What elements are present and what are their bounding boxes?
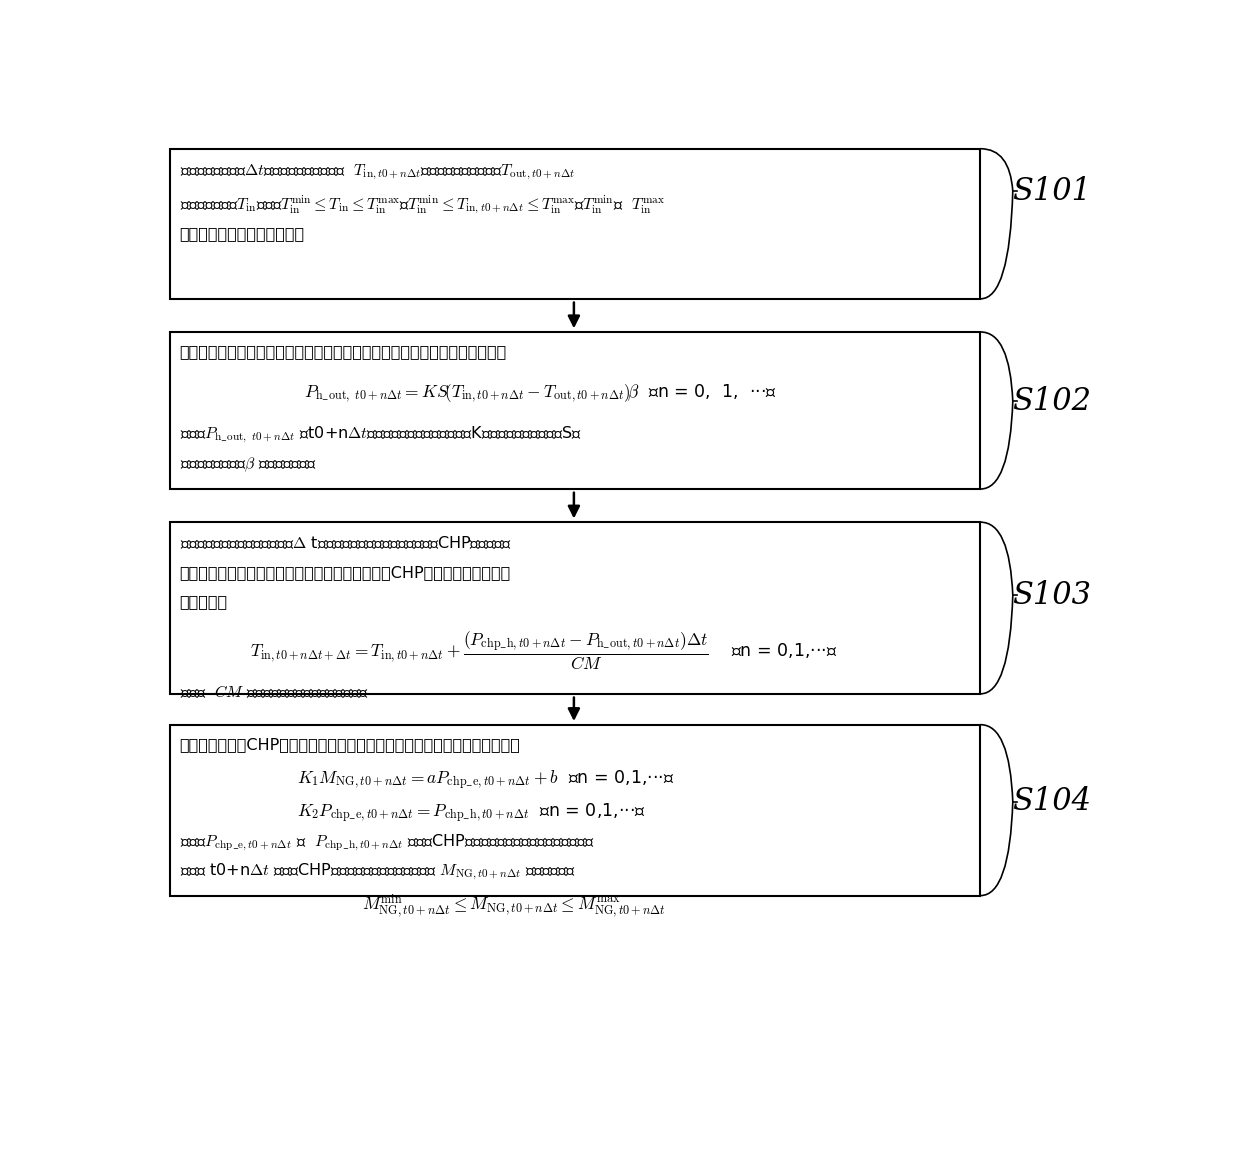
Text: 分别为舒适温度的下限和上限: 分别为舒适温度的下限和上限 (180, 226, 305, 241)
Bar (170, 522, 981, 694)
Text: ，设定舒适温度$T_{\mathrm{in}}$，其中$T_{\mathrm{in}}^{\mathrm{min}}\leq T_{\mathrm{in}}\l: ，设定舒适温度$T_{\mathrm{in}}$，其中$T_{\mathrm{i… (180, 194, 665, 216)
Text: 根据建筑物室内温度和建筑物室外温度，求解建筑物热耗散功率，公式如下：: 根据建筑物室内温度和建筑物室外温度，求解建筑物热耗散功率，公式如下： (180, 344, 507, 360)
Text: $T_{\mathrm{in},t0+n\Delta t+\Delta t}=T_{\mathrm{in},t0+n\Delta t}+\dfrac{(P_{\: $T_{\mathrm{in},t0+n\Delta t+\Delta t}=T… (250, 630, 838, 672)
Text: 根据固定热电比CHP机组消耗的天然气与产生的电功率以及热功率的关系式：: 根据固定热电比CHP机组消耗的天然气与产生的电功率以及热功率的关系式： (180, 737, 521, 752)
Bar (170, 149, 981, 298)
Text: S101: S101 (1012, 175, 1091, 207)
Text: 设定调度时间间隔$\Delta t$，设定建筑物室内温度  $T_{\mathrm{in},t0+n\Delta t}$，设定建筑物室外温度$T_{\mathr: 设定调度时间间隔$\Delta t$，设定建筑物室内温度 $T_{\mathrm… (180, 162, 575, 182)
Bar (170, 725, 981, 895)
Text: $P_{\mathrm{h\_out},\ t0+n\Delta t}=KS\!\left(T_{\mathrm{in},t0+n\Delta t}-T_{\m: $P_{\mathrm{h\_out},\ t0+n\Delta t}=KS\!… (304, 382, 777, 404)
Text: 式中，$P_{\mathrm{h\_out},\ t0+n\Delta t}$ 为t0+n$\Delta t$时刻下的建筑物热耗散功率，K为围栏结构传热系数，S: 式中，$P_{\mathrm{h\_out},\ t0+n\Delta t}$ … (180, 424, 582, 444)
Bar (170, 333, 981, 489)
Text: 式中，  $CM$ 为等效的建筑物比热容与质量乘积: 式中， $CM$ 为等效的建筑物比热容与质量乘积 (180, 684, 368, 700)
Text: 围栏结构的面积，$\beta$ 为耗散修正系数: 围栏结构的面积，$\beta$ 为耗散修正系数 (180, 455, 316, 474)
Text: $K_2P_{\mathrm{chp\_e},t0+n\Delta t}=P_{\mathrm{chp\_h},t0+n\Delta t}$  （n = 0,1: $K_2P_{\mathrm{chp\_e},t0+n\Delta t}=P_{… (296, 801, 646, 825)
Text: 式中，$P_{\mathrm{chp\_e},t0+n\Delta t}$ 和  $P_{\mathrm{chp\_h},t0+n\Delta t}$ 分别为C: 式中，$P_{\mathrm{chp\_e},t0+n\Delta t}$ 和 … (180, 832, 594, 853)
Text: 得出在 t0+n$\Delta t$ 时刻的CHP机组天然气消耗量的质量流速 $M_{\mathrm{NG},t0+n\Delta t}$ 的范围如下：: 得出在 t0+n$\Delta t$ 时刻的CHP机组天然气消耗量的质量流速 $… (180, 861, 575, 882)
Text: 公式如下：: 公式如下： (180, 595, 228, 610)
Text: S103: S103 (1012, 579, 1091, 611)
Text: $M_{\mathrm{NG},t0+n\Delta t}^{\mathrm{min}}\leq M_{\mathrm{NG},t0+n\Delta t}\le: $M_{\mathrm{NG},t0+n\Delta t}^{\mathrm{m… (362, 893, 666, 920)
Text: S104: S104 (1012, 786, 1091, 817)
Text: $K_1M_{\mathrm{NG},t0+n\Delta t}=aP_{\mathrm{chp\_e},t0+n\Delta t}+b$  （n = 0,1,: $K_1M_{\mathrm{NG},t0+n\Delta t}=aP_{\ma… (296, 770, 675, 792)
Text: S102: S102 (1012, 385, 1091, 417)
Text: 根据建筑物室内温度在两个相距$\Delta$ t时刻之间变化所需要的动态热量与CHP机组输出的: 根据建筑物室内温度在两个相距$\Delta$ t时刻之间变化所需要的动态热量与C… (180, 535, 512, 551)
Text: 热功率及建筑物耗散热功率之间的等式关系，求解CHP机组输出的热功率，: 热功率及建筑物耗散热功率之间的等式关系，求解CHP机组输出的热功率， (180, 565, 511, 580)
